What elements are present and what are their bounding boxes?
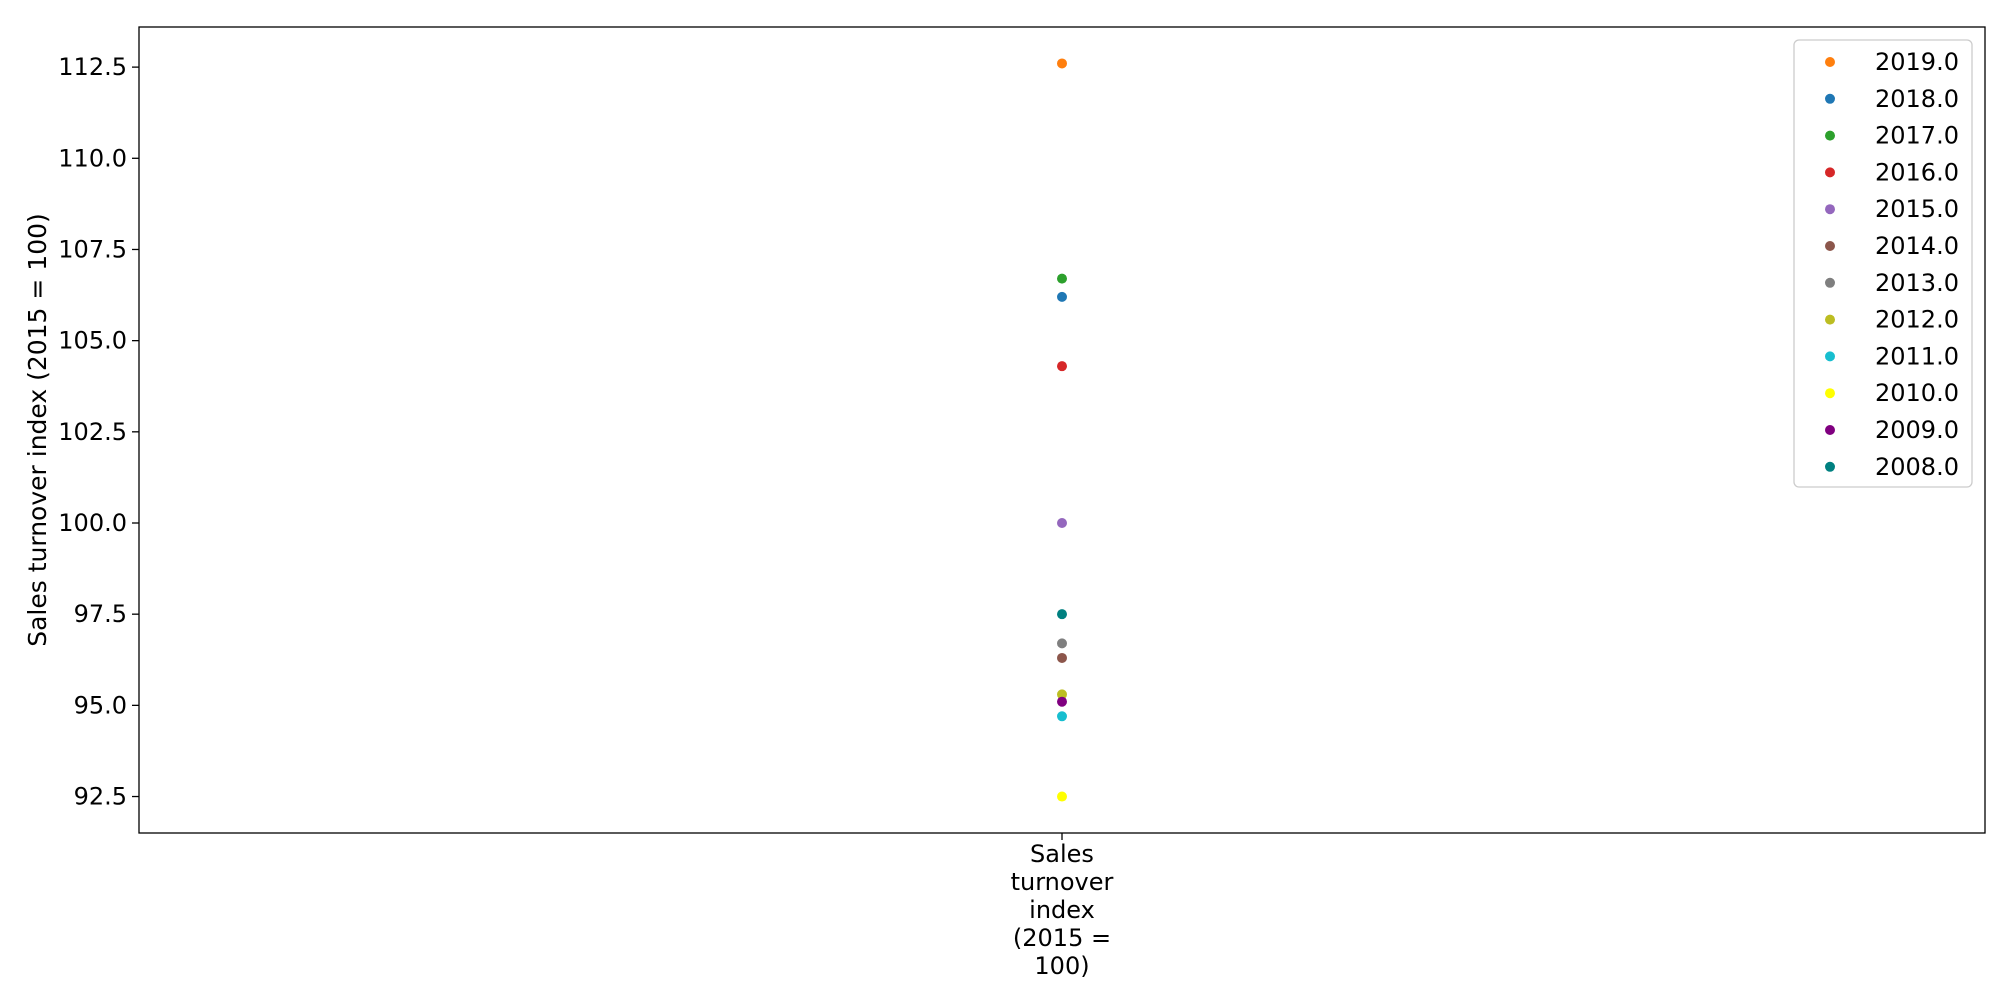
x-axis: Sales turnover index (2015 = 100)	[1011, 833, 1114, 980]
y-tick-label: 105.0	[58, 327, 127, 355]
y-tick-label: 112.5	[58, 53, 127, 81]
legend-label: 2019.0	[1875, 48, 1959, 76]
y-tick-label: 97.5	[74, 600, 127, 628]
data-point-2013-0	[1057, 638, 1067, 649]
y-axis-label: Sales turnover index (2015 = 100)	[23, 213, 52, 647]
legend-box	[1793, 39, 1973, 488]
legend-label: 2009.0	[1875, 416, 1959, 444]
legend-label: 2017.0	[1875, 122, 1959, 150]
legend-marker	[1825, 241, 1835, 251]
x-tick-label-line: Sales	[1030, 840, 1094, 868]
data-point-2012-0	[1057, 689, 1067, 700]
data-point-2010-0	[1057, 791, 1067, 802]
legend-marker	[1825, 167, 1835, 178]
legend-marker	[1825, 130, 1835, 141]
x-tick-label-line: (2015 =	[1013, 924, 1111, 952]
legend-label: 2008.0	[1875, 453, 1959, 481]
x-tick-label-line: turnover	[1011, 868, 1114, 896]
legend-label: 2012.0	[1875, 306, 1959, 334]
legend-marker	[1825, 314, 1835, 325]
legend-marker	[1825, 388, 1835, 399]
x-tick-label: Sales turnover index (2015 = 100)	[1011, 840, 1114, 980]
legend-label: 2015.0	[1875, 195, 1959, 223]
data-point-2014-0	[1057, 652, 1067, 663]
y-tick-label: 92.5	[74, 783, 127, 811]
y-tick-label: 110.0	[58, 144, 127, 172]
data-point-2008-0	[1057, 609, 1067, 620]
legend-marker	[1825, 204, 1835, 215]
legend-label: 2010.0	[1875, 379, 1959, 407]
legend: 2019.0 2018.0 2017.0 2016.0 2015.0 2014.0 2013…	[1793, 39, 1973, 488]
legend-label: 2011.0	[1875, 342, 1959, 370]
x-tick-label-line: 100)	[1034, 952, 1089, 980]
legend-label: 2018.0	[1875, 85, 1959, 113]
data-point-2009-0	[1057, 696, 1067, 707]
legend-marker	[1825, 93, 1835, 104]
data-point-2011-0	[1057, 711, 1067, 722]
legend-marker	[1825, 277, 1835, 288]
y-axis: 92.5 95.0 97.5 100.0 102.5 105.0 107.5 110.0 112…	[58, 53, 139, 811]
legend-marker	[1825, 461, 1835, 472]
y-tick-label: 95.0	[74, 691, 127, 719]
x-tick-label-line: index	[1029, 896, 1095, 924]
data-point-2015-0	[1057, 518, 1067, 528]
y-tick-label: 107.5	[58, 235, 127, 263]
legend-label: 2013.0	[1875, 269, 1959, 297]
y-tick-label: 102.5	[58, 418, 127, 446]
y-tick-label: 100.0	[58, 509, 127, 537]
legend-label: 2014.0	[1875, 232, 1959, 260]
legend-label: 2016.0	[1875, 158, 1959, 186]
data-point-2019-0	[1057, 58, 1067, 69]
legend-marker	[1825, 57, 1835, 67]
data-point-2018-0	[1057, 291, 1067, 302]
legend-marker	[1825, 425, 1835, 435]
data-points	[1057, 58, 1067, 802]
legend-marker	[1825, 351, 1835, 362]
data-point-2016-0	[1057, 361, 1067, 372]
data-point-2017-0	[1057, 273, 1067, 284]
